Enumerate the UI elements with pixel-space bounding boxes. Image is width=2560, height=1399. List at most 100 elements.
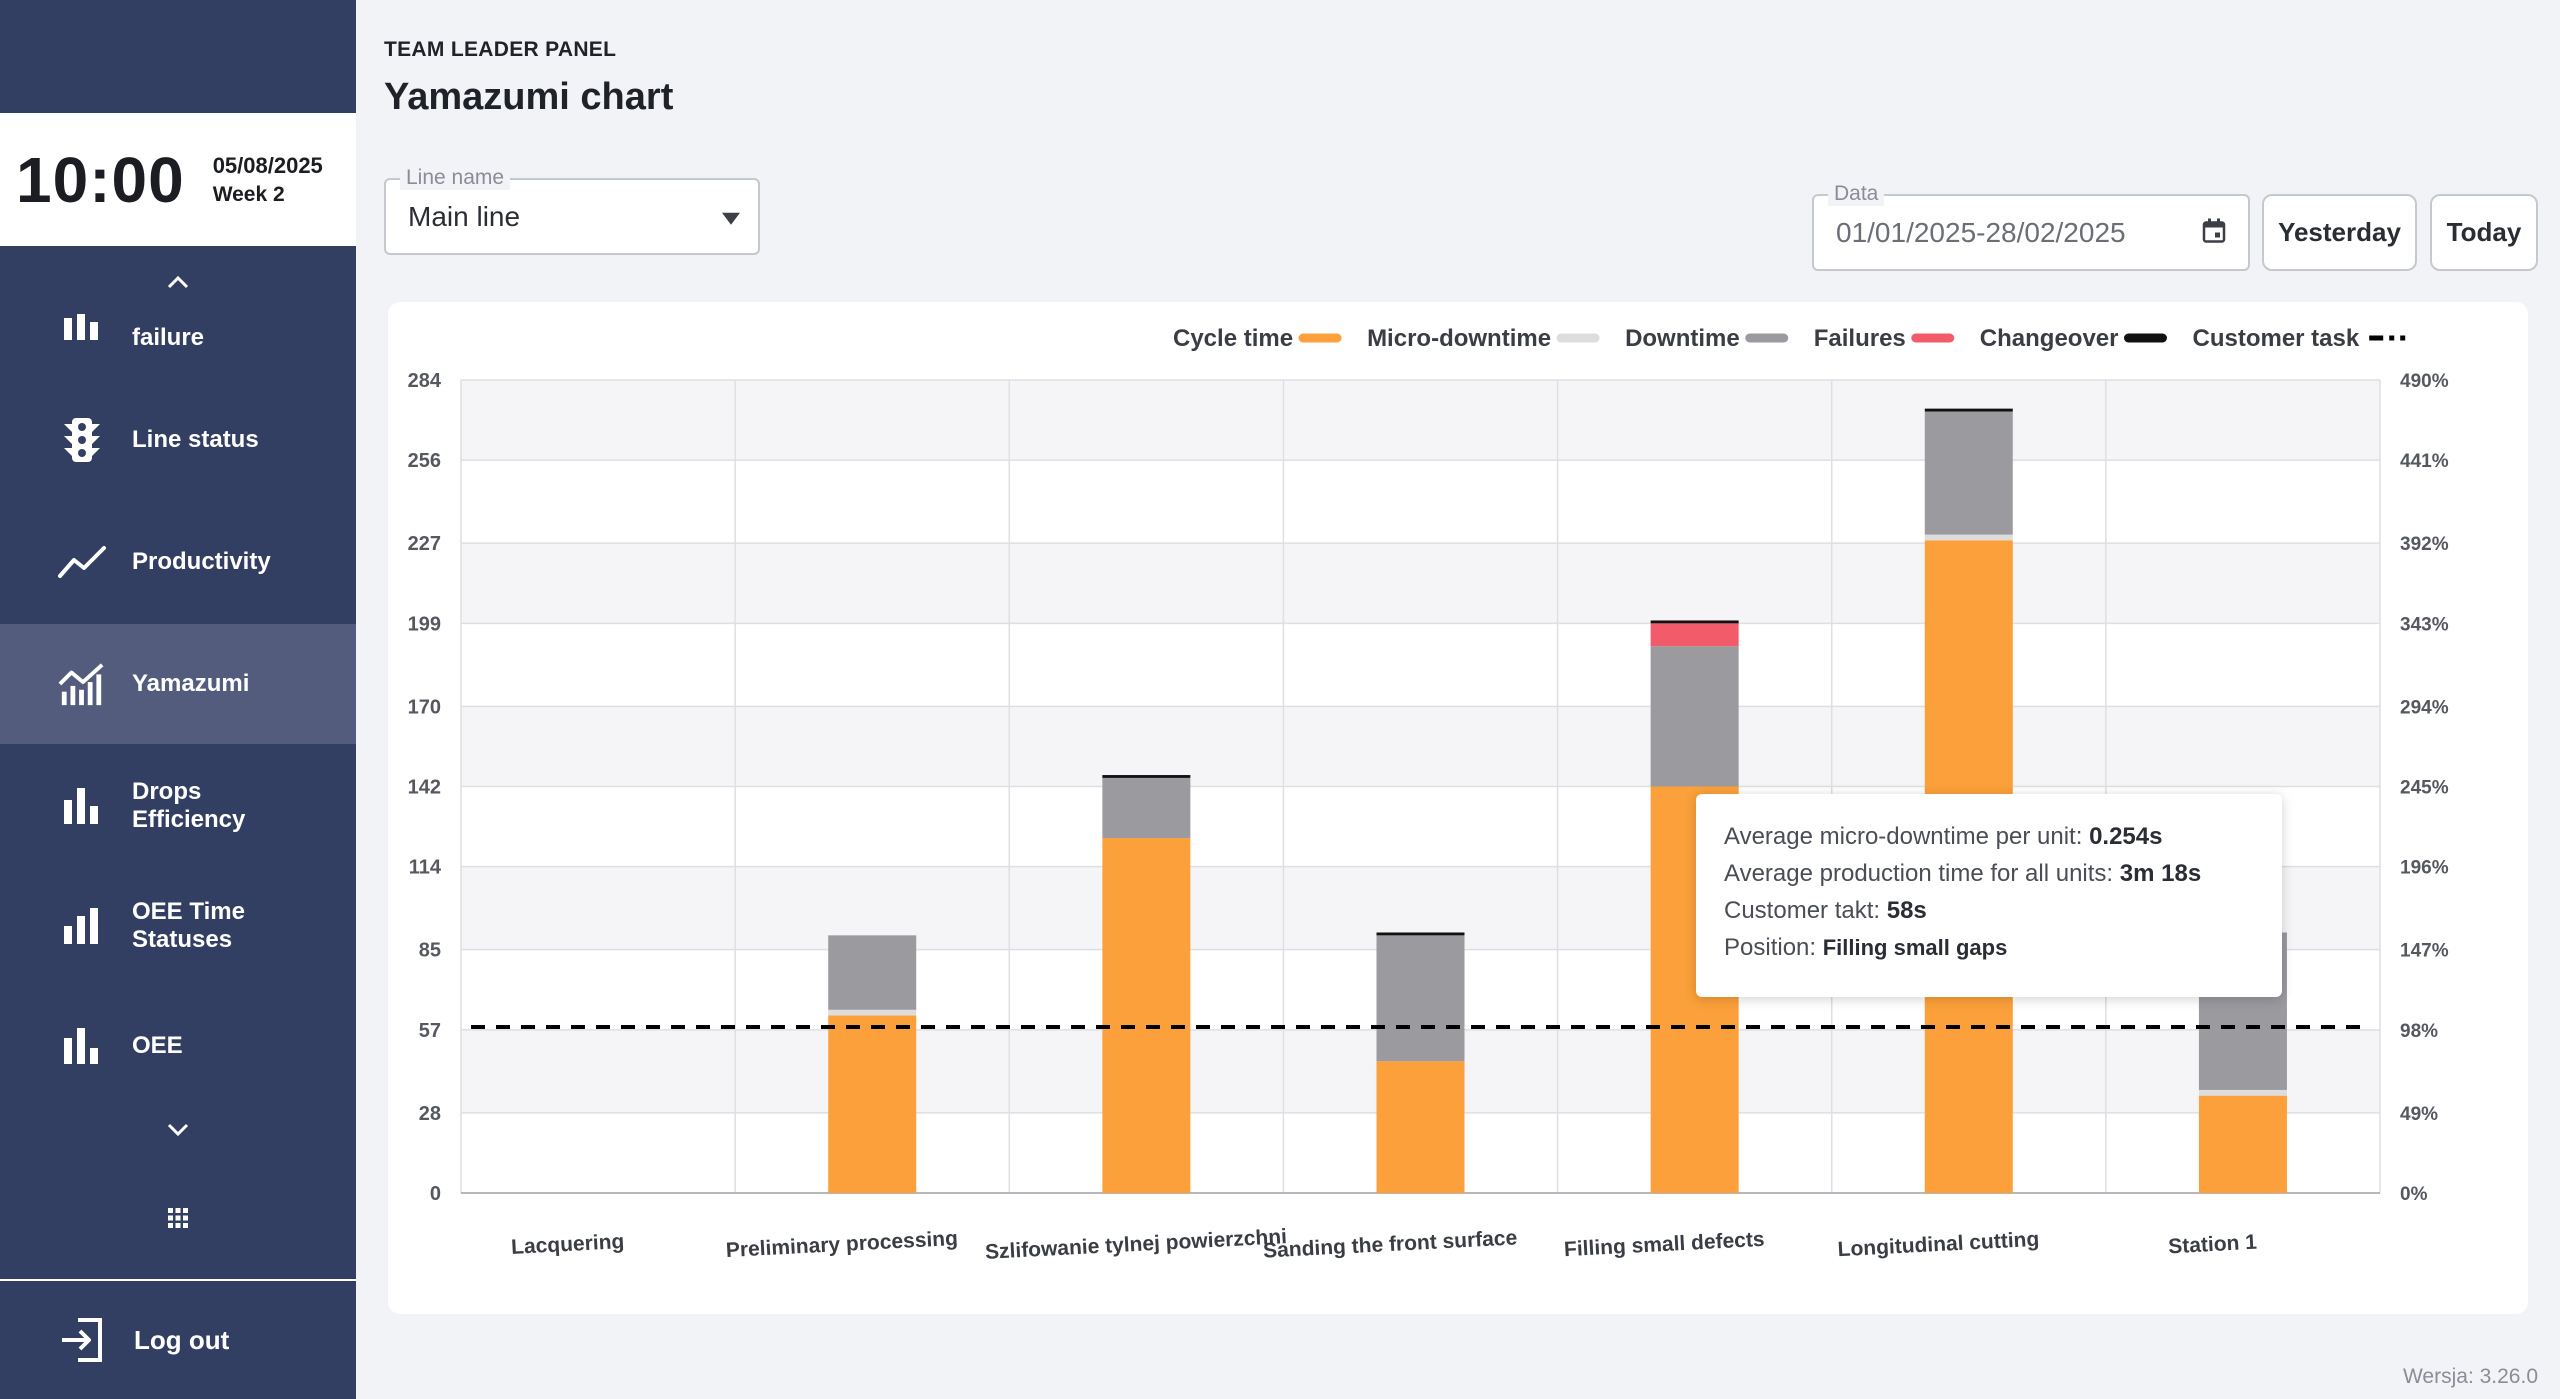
nav-scroll-up-button[interactable] xyxy=(0,262,356,302)
sidebar-item-label: Drops Efficiency xyxy=(132,778,246,833)
x-tick-label: Preliminary processing xyxy=(725,1227,958,1262)
sidebar-item-productivity[interactable]: Productivity xyxy=(0,502,356,622)
trend-line-icon xyxy=(58,538,106,586)
bar-chart-icon xyxy=(58,902,106,950)
bar-segment xyxy=(1102,777,1191,839)
sidebar-item-label: OEE xyxy=(132,1032,183,1059)
sidebar-item-label: OEE Time Statuses xyxy=(132,898,245,953)
bar-segment xyxy=(1376,932,1465,936)
date-range-field[interactable]: Data 01/01/2025-28/02/2025 xyxy=(1812,182,2250,271)
area-chart-icon xyxy=(58,660,106,708)
y2-tick-label: 441% xyxy=(2400,451,2449,472)
tooltip-customer-takt: Customer takt: 58s xyxy=(1724,897,1927,924)
logout-button[interactable]: Log out xyxy=(0,1281,356,1399)
y2-tick-label: 392% xyxy=(2400,534,2449,555)
sidebar-item-label: failure xyxy=(132,324,205,351)
legend-label: Micro-downtime xyxy=(1367,325,1551,352)
grid-apps-icon xyxy=(168,1208,188,1228)
bar-segment xyxy=(1376,1061,1465,1193)
sidebar-item-label: Productivity xyxy=(132,548,271,575)
line-name-label: Line name xyxy=(400,166,511,190)
legend-label: Failures xyxy=(1814,325,1906,352)
legend-label: Cycle time xyxy=(1173,325,1293,352)
tooltip-production-time: Average production time for all units: 3… xyxy=(1724,860,2202,887)
line-name-select[interactable]: Line name Main line xyxy=(384,166,760,255)
today-button[interactable]: Today xyxy=(2430,194,2538,271)
nav-scroll-down-button[interactable] xyxy=(0,1110,356,1150)
y-tick-label: 57 xyxy=(419,1020,441,1042)
x-tick-label: Lacquering xyxy=(511,1230,625,1259)
chevron-up-icon xyxy=(167,275,189,289)
y2-tick-label: 147% xyxy=(2400,941,2449,962)
legend-label: Downtime xyxy=(1625,325,1740,352)
y-tick-label: 170 xyxy=(408,696,441,718)
tooltip-position: Position: Filling small gaps xyxy=(1724,934,2008,961)
bar-segment xyxy=(1650,646,1739,787)
x-tick-label: Station 1 xyxy=(2168,1231,2258,1259)
bar-segment xyxy=(1924,408,2013,412)
bar-segment xyxy=(828,1009,917,1016)
bar-chart-icon xyxy=(58,782,106,830)
sidebar: 10:00 05/08/2025 Week 2 failure Line sta… xyxy=(0,0,356,1399)
chevron-down-icon xyxy=(167,1123,189,1137)
bar-segment xyxy=(1650,620,1739,624)
sidebar-item-failure[interactable]: failure xyxy=(0,290,356,360)
bar-chart-icon xyxy=(58,1022,106,1070)
x-tick-label: Filling small defects xyxy=(1563,1228,1765,1261)
grid-band xyxy=(461,706,2380,787)
y-tick-label: 142 xyxy=(408,777,441,799)
y2-tick-label: 490% xyxy=(2400,371,2449,392)
y-tick-label: 85 xyxy=(419,940,441,962)
x-tick-label: Sanding the front surface xyxy=(1263,1226,1518,1262)
bar-segment xyxy=(1924,534,2013,541)
clock-time: 10:00 xyxy=(16,143,185,216)
legend-label: Customer task xyxy=(2192,325,2359,352)
chart-tooltip: Average micro-downtime per unit: 0.254s … xyxy=(1696,794,2282,997)
legend-label: Changeover xyxy=(1980,325,2119,352)
y2-tick-label: 98% xyxy=(2400,1021,2438,1042)
calendar-icon[interactable] xyxy=(2202,217,2226,248)
date-range-label: Data xyxy=(1828,182,1885,206)
sidebar-item-label: Yamazumi xyxy=(132,670,250,697)
clock-date: 05/08/2025 xyxy=(212,152,323,178)
sidebar-item-line-status[interactable]: Line status xyxy=(0,380,356,500)
clock-week: Week 2 xyxy=(212,182,285,206)
y2-tick-label: 294% xyxy=(2400,697,2449,718)
bar-segment xyxy=(2198,1095,2287,1193)
tooltip-micro-downtime: Average micro-downtime per unit: 0.254s xyxy=(1724,823,2163,850)
y-tick-label: 114 xyxy=(409,857,442,879)
sidebar-item-label: Line status xyxy=(132,426,259,453)
logout-icon xyxy=(62,1318,102,1362)
logout-label: Log out xyxy=(134,1324,230,1355)
y2-tick-label: 245% xyxy=(2400,778,2449,799)
bar-segment xyxy=(1376,935,1465,1062)
bar-segment xyxy=(1102,838,1191,1193)
y-tick-label: 284 xyxy=(408,370,442,392)
yesterday-button[interactable]: Yesterday xyxy=(2262,194,2417,271)
apps-menu-button[interactable] xyxy=(0,1198,356,1238)
y-tick-label: 199 xyxy=(408,613,441,635)
bar-segment xyxy=(828,1015,917,1193)
bar-segment xyxy=(1102,775,1191,778)
bar-segment xyxy=(2198,1089,2287,1096)
y-tick-label: 256 xyxy=(408,450,441,472)
y-tick-label: 227 xyxy=(408,533,441,555)
clock-panel: 10:00 05/08/2025 Week 2 xyxy=(0,113,356,246)
bar-segment xyxy=(1924,411,2013,535)
sidebar-item-drops-efficiency[interactable]: Drops Efficiency xyxy=(0,746,356,866)
line-name-value: Main line xyxy=(408,200,521,232)
sidebar-item-yamazumi[interactable]: Yamazumi xyxy=(0,624,356,744)
sidebar-item-oee-time-statuses[interactable]: OEE Time Statuses xyxy=(0,866,356,986)
date-range-value: 01/01/2025-28/02/2025 xyxy=(1836,216,2126,248)
grid-band xyxy=(461,380,2380,461)
grid-band xyxy=(461,543,2380,624)
sidebar-divider xyxy=(0,1279,356,1281)
sidebar-item-oee[interactable]: OEE xyxy=(0,986,356,1106)
page-title: Yamazumi chart xyxy=(384,76,674,118)
y2-tick-label: 49% xyxy=(2400,1104,2438,1125)
y-tick-label: 28 xyxy=(419,1103,441,1125)
x-tick-label: Szlifowanie tylnej powierzchni xyxy=(985,1225,1288,1264)
app-version: Wersja: 3.26.0 xyxy=(2402,1365,2538,1388)
bar-segment xyxy=(1650,623,1739,647)
x-tick-label: Longitudinal cutting xyxy=(1837,1228,2040,1262)
